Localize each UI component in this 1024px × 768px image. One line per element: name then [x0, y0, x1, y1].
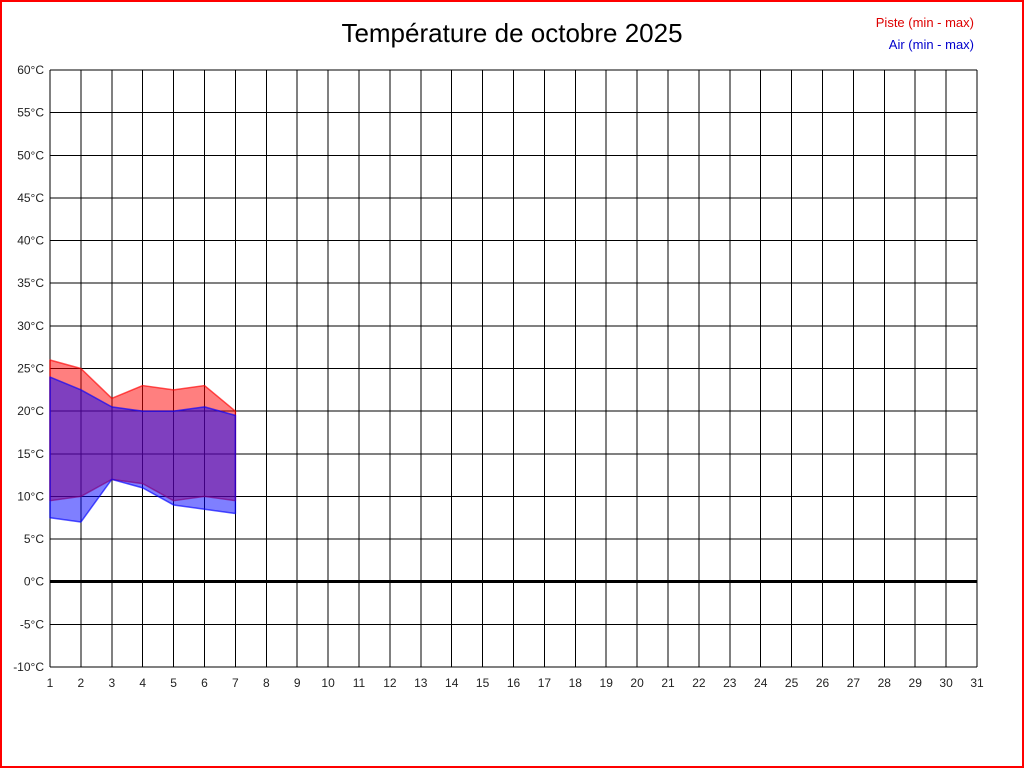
x-axis-tick-label: 23 — [723, 676, 737, 690]
y-axis-tick-label: 15°C — [17, 447, 44, 461]
y-axis-tick-label: 5°C — [24, 532, 44, 546]
y-axis-tick-label: 30°C — [17, 319, 44, 333]
y-axis-tick-label: 25°C — [17, 362, 44, 376]
x-axis-tick-label: 26 — [816, 676, 830, 690]
y-axis-tick-label: 45°C — [17, 191, 44, 205]
legend-air-label: Air (min - max) — [888, 37, 974, 52]
x-axis-tick-label: 16 — [507, 676, 521, 690]
x-axis-tick-label: 7 — [232, 676, 239, 690]
x-axis-tick-label: 13 — [414, 676, 428, 690]
x-axis-tick-label: 12 — [383, 676, 397, 690]
x-axis-tick-label: 18 — [569, 676, 583, 690]
x-axis-tick-label: 24 — [754, 676, 768, 690]
y-axis-tick-label: 55°C — [17, 106, 44, 120]
y-axis-tick-label: 0°C — [24, 575, 44, 589]
x-axis-tick-label: 4 — [139, 676, 146, 690]
x-axis-tick-label: 22 — [692, 676, 706, 690]
legend: Piste (min - max) Air (min - max) — [876, 12, 974, 56]
y-axis-tick-label: 10°C — [17, 489, 44, 503]
y-axis-tick-label: -5°C — [20, 617, 44, 631]
x-axis-tick-label: 1 — [47, 676, 54, 690]
x-axis-tick-label: 3 — [108, 676, 115, 690]
x-axis-tick-label: 29 — [909, 676, 923, 690]
x-axis-tick-label: 30 — [939, 676, 953, 690]
x-axis-tick-label: 21 — [661, 676, 675, 690]
x-axis-tick-label: 6 — [201, 676, 208, 690]
y-axis-tick-label: -10°C — [13, 660, 44, 674]
legend-piste-label: Piste (min - max) — [875, 15, 974, 30]
x-axis-tick-label: 5 — [170, 676, 177, 690]
x-axis-tick-label: 28 — [878, 676, 892, 690]
x-axis-tick-label: 14 — [445, 676, 459, 690]
x-axis-tick-label: 10 — [321, 676, 335, 690]
y-axis-tick-label: 20°C — [17, 404, 44, 418]
x-axis-tick-label: 20 — [630, 676, 644, 690]
x-axis-tick-label: 27 — [847, 676, 861, 690]
chart-title: Température de octobre 2025 — [341, 18, 683, 48]
x-axis-tick-label: 19 — [600, 676, 614, 690]
x-axis-tick-label: 11 — [353, 676, 366, 690]
air-band — [49, 376, 237, 523]
x-axis-tick-label: 17 — [538, 676, 552, 690]
x-axis-tick-label: 25 — [785, 676, 799, 690]
y-axis-tick-label: 40°C — [17, 234, 44, 248]
x-axis-tick-label: 8 — [263, 676, 270, 690]
y-axis-tick-label: 60°C — [17, 63, 44, 77]
x-axis-tick-label: 2 — [78, 676, 85, 690]
x-axis-tick-label: 31 — [970, 676, 984, 690]
y-axis-tick-label: 35°C — [17, 276, 44, 290]
x-axis-tick-label: 9 — [294, 676, 301, 690]
x-axis-tick-label: 15 — [476, 676, 490, 690]
y-axis-tick-label: 50°C — [17, 148, 44, 162]
